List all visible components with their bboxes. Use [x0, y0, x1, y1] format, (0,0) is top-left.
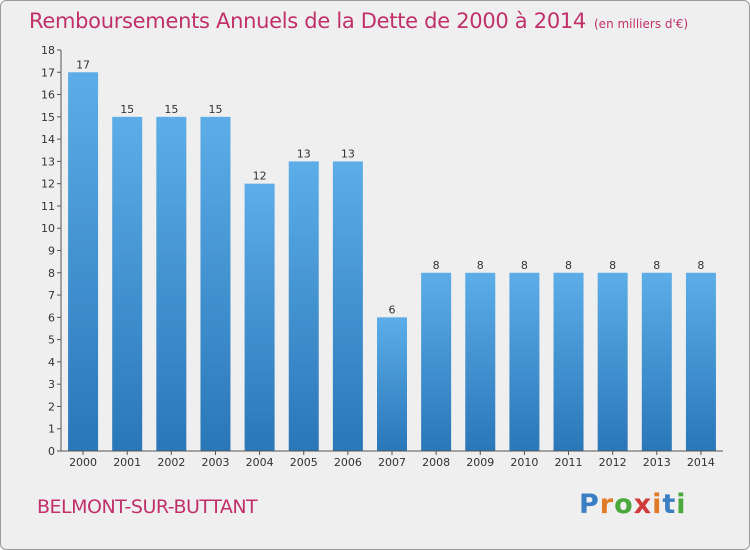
chart-title: Remboursements Annuels de la Dette de 20… [29, 9, 688, 33]
bar-2001 [112, 116, 143, 451]
data-label-2008: 8 [433, 259, 440, 272]
bar-2008 [421, 272, 452, 451]
x-tick-label-2013: 2013 [643, 456, 671, 469]
y-tick-label: 0 [48, 445, 55, 458]
x-tick-label-2007: 2007 [378, 456, 406, 469]
data-label-2011: 8 [565, 259, 572, 272]
city-name: BELMONT-SUR-BUTTANT [37, 496, 258, 518]
logo-letter: t [662, 489, 677, 520]
data-label-2010: 8 [521, 259, 528, 272]
y-tick-label: 15 [41, 111, 55, 124]
y-tick-label: 7 [48, 289, 55, 302]
chart-title-text: Remboursements Annuels de la Dette de 20… [29, 9, 586, 33]
y-tick-label: 11 [41, 200, 55, 213]
bar-2004 [244, 183, 275, 451]
data-label-2012: 8 [609, 259, 616, 272]
bar-2010 [509, 272, 540, 451]
y-tick-label: 13 [41, 155, 55, 168]
bar-2003 [200, 116, 231, 451]
bar-2005 [288, 161, 319, 451]
x-tick-label-2008: 2008 [422, 456, 450, 469]
x-tick-label-2014: 2014 [687, 456, 715, 469]
bar-2013 [641, 272, 672, 451]
data-label-2001: 15 [120, 103, 134, 116]
x-tick-label-2002: 2002 [157, 456, 185, 469]
y-tick-label: 14 [41, 133, 55, 146]
y-tick-label: 2 [48, 400, 55, 413]
data-label-2013: 8 [653, 259, 660, 272]
chart-unit: (en milliers d'€) [594, 17, 689, 31]
data-label-2002: 15 [164, 103, 178, 116]
bar-2009 [465, 272, 496, 451]
y-tick-label: 5 [48, 334, 55, 347]
data-label-2003: 15 [208, 103, 222, 116]
data-label-2005: 13 [297, 147, 311, 160]
y-tick-label: 16 [41, 89, 55, 102]
y-tick-label: 18 [41, 44, 55, 57]
bar-2011 [553, 272, 584, 451]
x-tick-label-2010: 2010 [510, 456, 538, 469]
logo-letter: i [652, 489, 663, 520]
bar-2014 [685, 272, 716, 451]
logo-letter: P [579, 489, 600, 520]
bar-2012 [597, 272, 628, 451]
y-tick-label: 10 [41, 222, 55, 235]
bar-2006 [332, 161, 363, 451]
data-label-2007: 6 [389, 303, 396, 316]
y-tick-label: 6 [48, 311, 55, 324]
data-label-2006: 13 [341, 147, 355, 160]
logo-letter: i [676, 489, 687, 520]
x-tick-label-2011: 2011 [555, 456, 583, 469]
x-tick-label-2005: 2005 [290, 456, 318, 469]
proxiti-logo: Proxiti [579, 489, 687, 520]
bar-2007 [377, 317, 407, 451]
logo-letter: x [633, 489, 653, 520]
logo-letter: r [599, 489, 615, 520]
y-tick-label: 3 [48, 378, 55, 391]
x-tick-label-2003: 2003 [201, 456, 229, 469]
y-tick-label: 12 [41, 178, 55, 191]
data-label-2009: 8 [477, 259, 484, 272]
x-tick-label-2004: 2004 [246, 456, 274, 469]
logo-letter: o [614, 489, 634, 520]
data-label-2014: 8 [697, 259, 704, 272]
x-tick-label-2000: 2000 [69, 456, 97, 469]
y-tick-label: 17 [41, 66, 55, 79]
data-label-2004: 12 [253, 170, 267, 183]
y-tick-label: 8 [48, 267, 55, 280]
x-tick-label-2012: 2012 [599, 456, 627, 469]
bar-2002 [156, 116, 187, 451]
y-tick-label: 9 [48, 245, 55, 258]
y-tick-label: 4 [48, 356, 55, 369]
y-tick-label: 1 [48, 423, 55, 436]
x-tick-label-2001: 2001 [113, 456, 141, 469]
x-tick-label-2006: 2006 [334, 456, 362, 469]
bar-2000 [68, 72, 99, 452]
data-label-2000: 17 [76, 58, 90, 71]
x-tick-label-2009: 2009 [466, 456, 494, 469]
